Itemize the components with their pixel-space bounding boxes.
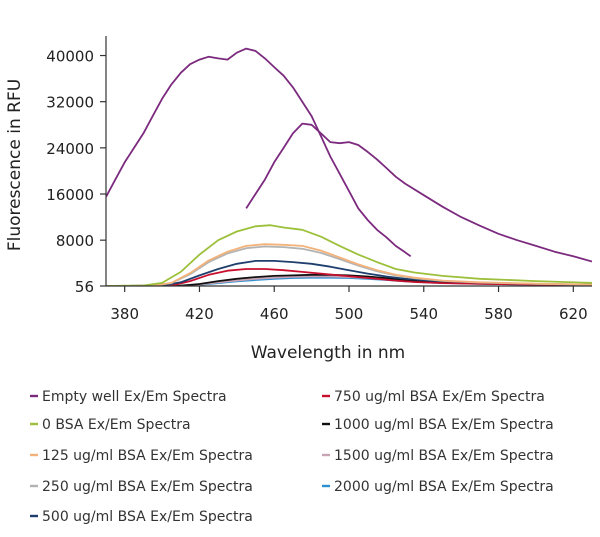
legend-item: 750 ug/ml BSA Ex/Em Spectra [322, 389, 545, 405]
legend-label: 500 ug/ml BSA Ex/Em Spectra [42, 509, 253, 525]
legend-item: 500 ug/ml BSA Ex/Em Spectra [30, 509, 253, 525]
legend-label: Empty well Ex/Em Spectra [42, 389, 227, 405]
legend-item: 2000 ug/ml BSA Ex/Em Spectra [322, 479, 554, 495]
x-tick-label: 620 [559, 305, 588, 323]
series-2 [106, 243, 592, 286]
legend-label: 125 ug/ml BSA Ex/Em Spectra [42, 448, 253, 464]
x-tick-label: 540 [409, 305, 438, 323]
x-tick-label: 500 [335, 305, 364, 323]
legend-item: 1000 ug/ml BSA Ex/Em Spectra [322, 417, 554, 433]
series-line [106, 47, 412, 258]
x-tick-label: 420 [185, 305, 214, 323]
legend-label: 750 ug/ml BSA Ex/Em Spectra [334, 389, 545, 405]
legend: Empty well Ex/Em Spectra 0 BSA Ex/Em Spec… [30, 389, 554, 525]
y-tick-label: 32000 [46, 94, 94, 112]
y-tick-label: 16000 [46, 186, 94, 204]
series-line [106, 224, 592, 286]
series-line [106, 268, 592, 286]
legend-item: 0 BSA Ex/Em Spectra [30, 417, 191, 433]
y-axis: 56 8000 16000 24000 32000 40000 [46, 36, 107, 296]
x-tick-label: 580 [484, 305, 513, 323]
legend-label: 2000 ug/ml BSA Ex/Em Spectra [334, 479, 554, 495]
series-0 [106, 47, 592, 263]
y-axis-title: Fluorescence in RFU [5, 79, 25, 251]
series-line [106, 243, 592, 286]
legend-label: 1500 ug/ml BSA Ex/Em Spectra [334, 448, 554, 464]
x-tick-label: 380 [110, 305, 139, 323]
series-line [245, 122, 592, 263]
y-tick-label: 8000 [56, 232, 94, 250]
y-tick-label: 24000 [46, 140, 94, 158]
series-1 [106, 224, 592, 286]
y-tick-label: 56 [75, 278, 94, 296]
legend-item: 1500 ug/ml BSA Ex/Em Spectra [322, 448, 554, 464]
plot-area [106, 47, 592, 286]
legend-label: 0 BSA Ex/Em Spectra [42, 417, 191, 433]
legend-item: 125 ug/ml BSA Ex/Em Spectra [30, 448, 253, 464]
x-axis: 380 420 460 500 540 580 620 [106, 285, 592, 323]
legend-label: 1000 ug/ml BSA Ex/Em Spectra [334, 417, 554, 433]
y-tick-label: 40000 [46, 48, 94, 66]
legend-item: 250 ug/ml BSA Ex/Em Spectra [30, 479, 253, 495]
x-tick-label: 460 [260, 305, 289, 323]
legend-item: Empty well Ex/Em Spectra [30, 389, 227, 405]
legend-label: 250 ug/ml BSA Ex/Em Spectra [42, 479, 253, 495]
series-5 [106, 268, 592, 286]
x-axis-title: Wavelength in nm [251, 343, 406, 363]
